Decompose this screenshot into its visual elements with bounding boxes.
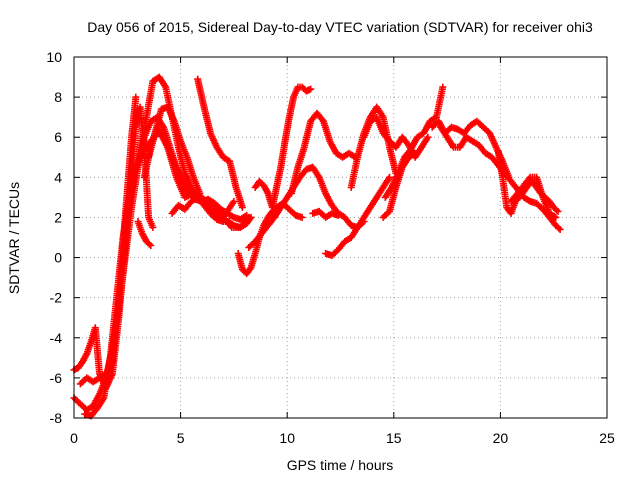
series-track-12 (251, 83, 315, 211)
series-track-16 (322, 173, 393, 260)
series-track-10 (168, 193, 234, 225)
y-tick-label: 0 (54, 250, 62, 266)
x-tick-label: 5 (177, 430, 185, 446)
y-tick-label: 2 (54, 209, 62, 225)
data-point (553, 206, 560, 214)
data-point (132, 93, 140, 101)
series-track-14 (288, 109, 359, 197)
data-point (424, 133, 432, 141)
plot-frame (73, 56, 608, 419)
x-tick-label: 25 (599, 430, 615, 446)
y-tick-label: 8 (54, 89, 62, 105)
data-point (230, 197, 238, 205)
axis-ticks (73, 56, 608, 419)
series-track-15 (309, 207, 342, 221)
data-point (411, 149, 419, 157)
series-track-20 (379, 149, 419, 221)
series-track-9 (134, 218, 155, 249)
series-track-18 (360, 113, 432, 161)
data-point (226, 218, 234, 225)
data-point (552, 213, 560, 221)
series-track-8 (194, 75, 246, 211)
data-point (147, 242, 155, 249)
data-point (246, 215, 254, 223)
data-point (247, 213, 255, 221)
y-tick-label: -4 (50, 330, 63, 346)
data-point (149, 224, 157, 231)
y-tick-label: -2 (50, 290, 63, 306)
tick-labels: 0 5 10 15 20 25 -8 -6 -4 -2 0 2 4 6 8 10 (46, 49, 615, 446)
data-point (196, 189, 204, 197)
data-point (298, 213, 306, 221)
data-point (238, 203, 246, 211)
data-point (439, 83, 447, 91)
x-axis-label: GPS time / hours (287, 457, 394, 473)
data-points (70, 73, 564, 420)
data-point (145, 240, 153, 248)
chart-title: Day 056 of 2015, Sidereal Day-to-day VTE… (87, 19, 593, 35)
y-tick-label: 10 (46, 49, 62, 65)
x-tick-label: 0 (70, 430, 78, 446)
y-tick-label: 4 (54, 169, 62, 185)
data-point (555, 224, 563, 232)
x-tick-label: 10 (279, 430, 295, 446)
grid (74, 57, 607, 418)
y-tick-label: 6 (54, 129, 62, 145)
y-tick-label: -8 (50, 410, 63, 426)
x-tick-label: 15 (386, 430, 402, 446)
series-track-19 (381, 83, 447, 201)
data-point (307, 85, 315, 93)
x-tick-label: 20 (493, 430, 509, 446)
series-track-22 (437, 123, 564, 233)
data-point (386, 173, 393, 181)
y-axis-label: SDTVAR / TECUs (6, 182, 22, 294)
data-point (554, 207, 562, 215)
y-tick-label: -6 (50, 370, 63, 386)
series-track-24 (507, 173, 560, 221)
data-point (556, 226, 564, 233)
data-point (334, 211, 342, 219)
series-track-11 (234, 199, 306, 278)
